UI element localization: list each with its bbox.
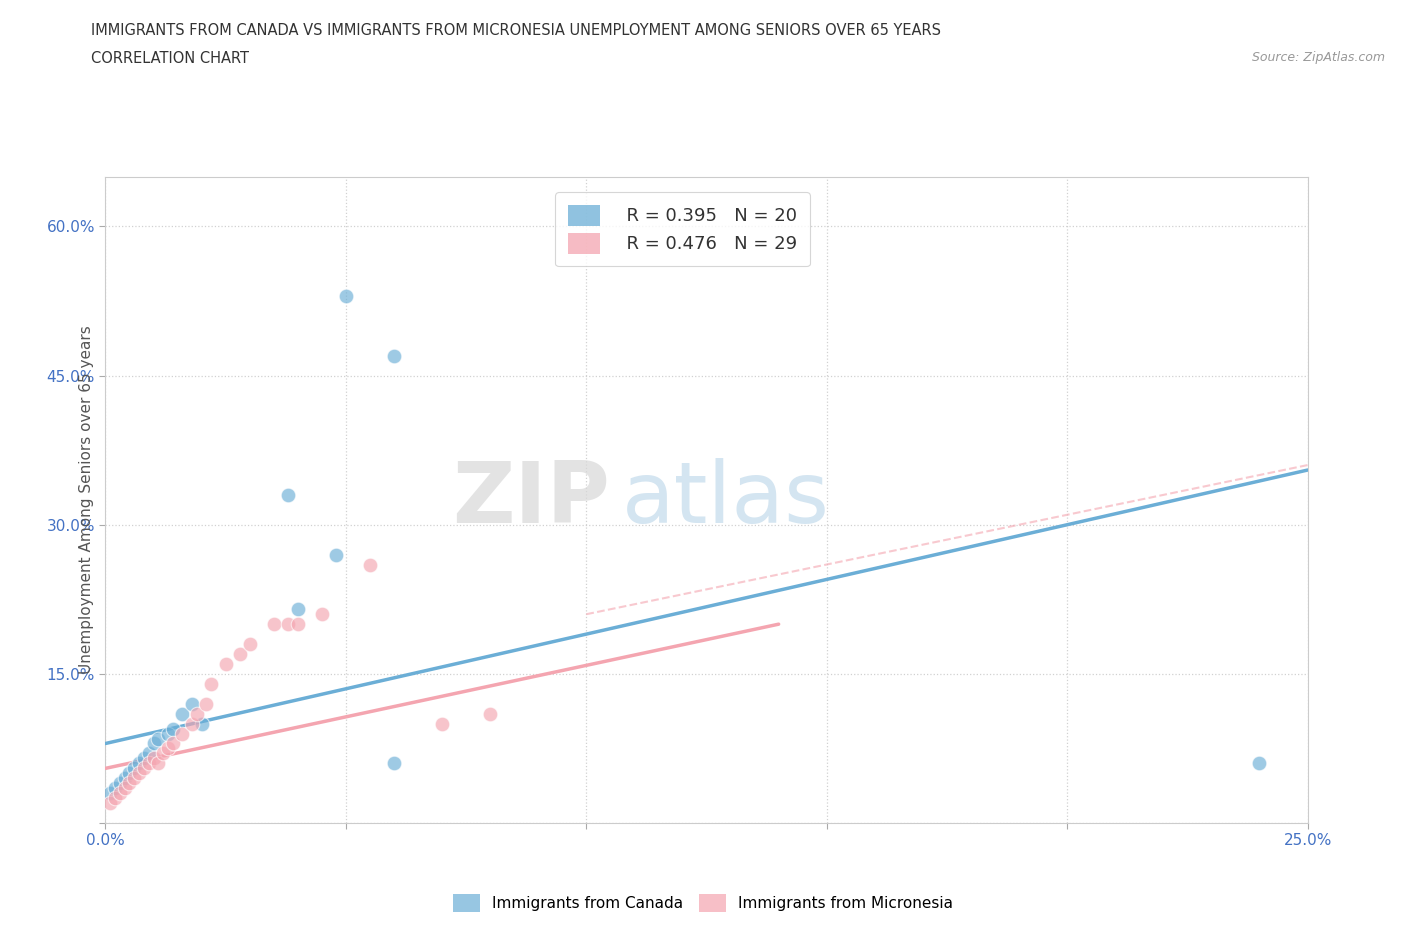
Point xyxy=(359,557,381,572)
Point xyxy=(118,776,141,790)
Legend:   R = 0.395   N = 20,   R = 0.476   N = 29: R = 0.395 N = 20, R = 0.476 N = 29 xyxy=(555,193,810,266)
Point xyxy=(148,731,170,746)
Point xyxy=(277,617,299,631)
Point xyxy=(132,761,155,776)
Point xyxy=(156,726,179,741)
Point xyxy=(195,697,218,711)
Point xyxy=(214,657,236,671)
Point xyxy=(152,746,174,761)
Point xyxy=(118,766,141,781)
Point xyxy=(186,706,208,721)
Point xyxy=(128,756,150,771)
Point xyxy=(142,736,165,751)
Point xyxy=(98,796,121,811)
Point xyxy=(114,781,136,796)
Text: ZIP: ZIP xyxy=(453,458,610,541)
Point xyxy=(181,716,204,731)
Point xyxy=(382,348,405,363)
Point xyxy=(108,776,131,790)
Point xyxy=(239,637,262,652)
Point xyxy=(172,726,194,741)
Point xyxy=(382,756,405,771)
Point xyxy=(104,790,127,805)
Point xyxy=(181,697,204,711)
Point xyxy=(200,676,222,691)
Point xyxy=(479,706,502,721)
Point xyxy=(156,741,179,756)
Text: Source: ZipAtlas.com: Source: ZipAtlas.com xyxy=(1251,51,1385,64)
Point xyxy=(114,771,136,786)
Point xyxy=(138,746,160,761)
Point xyxy=(325,547,347,562)
Point xyxy=(148,756,170,771)
Point xyxy=(128,766,150,781)
Point xyxy=(263,617,285,631)
Point xyxy=(162,736,184,751)
Text: CORRELATION CHART: CORRELATION CHART xyxy=(91,51,249,66)
Point xyxy=(287,617,309,631)
Point xyxy=(124,771,146,786)
Point xyxy=(104,781,127,796)
Point xyxy=(108,786,131,801)
Point xyxy=(335,288,357,303)
Point xyxy=(287,602,309,617)
Point xyxy=(98,786,121,801)
Text: IMMIGRANTS FROM CANADA VS IMMIGRANTS FROM MICRONESIA UNEMPLOYMENT AMONG SENIORS : IMMIGRANTS FROM CANADA VS IMMIGRANTS FRO… xyxy=(91,23,942,38)
Point xyxy=(430,716,453,731)
Point xyxy=(172,706,194,721)
Point xyxy=(124,761,146,776)
Point xyxy=(277,487,299,502)
Legend: Immigrants from Canada, Immigrants from Micronesia: Immigrants from Canada, Immigrants from … xyxy=(447,888,959,918)
Point xyxy=(138,756,160,771)
Point xyxy=(162,721,184,736)
Point xyxy=(229,646,252,661)
Y-axis label: Unemployment Among Seniors over 65 years: Unemployment Among Seniors over 65 years xyxy=(79,326,94,674)
Point xyxy=(132,751,155,766)
Point xyxy=(311,606,333,621)
Text: atlas: atlas xyxy=(623,458,831,541)
Point xyxy=(190,716,212,731)
Point xyxy=(1249,756,1271,771)
Point xyxy=(142,751,165,766)
